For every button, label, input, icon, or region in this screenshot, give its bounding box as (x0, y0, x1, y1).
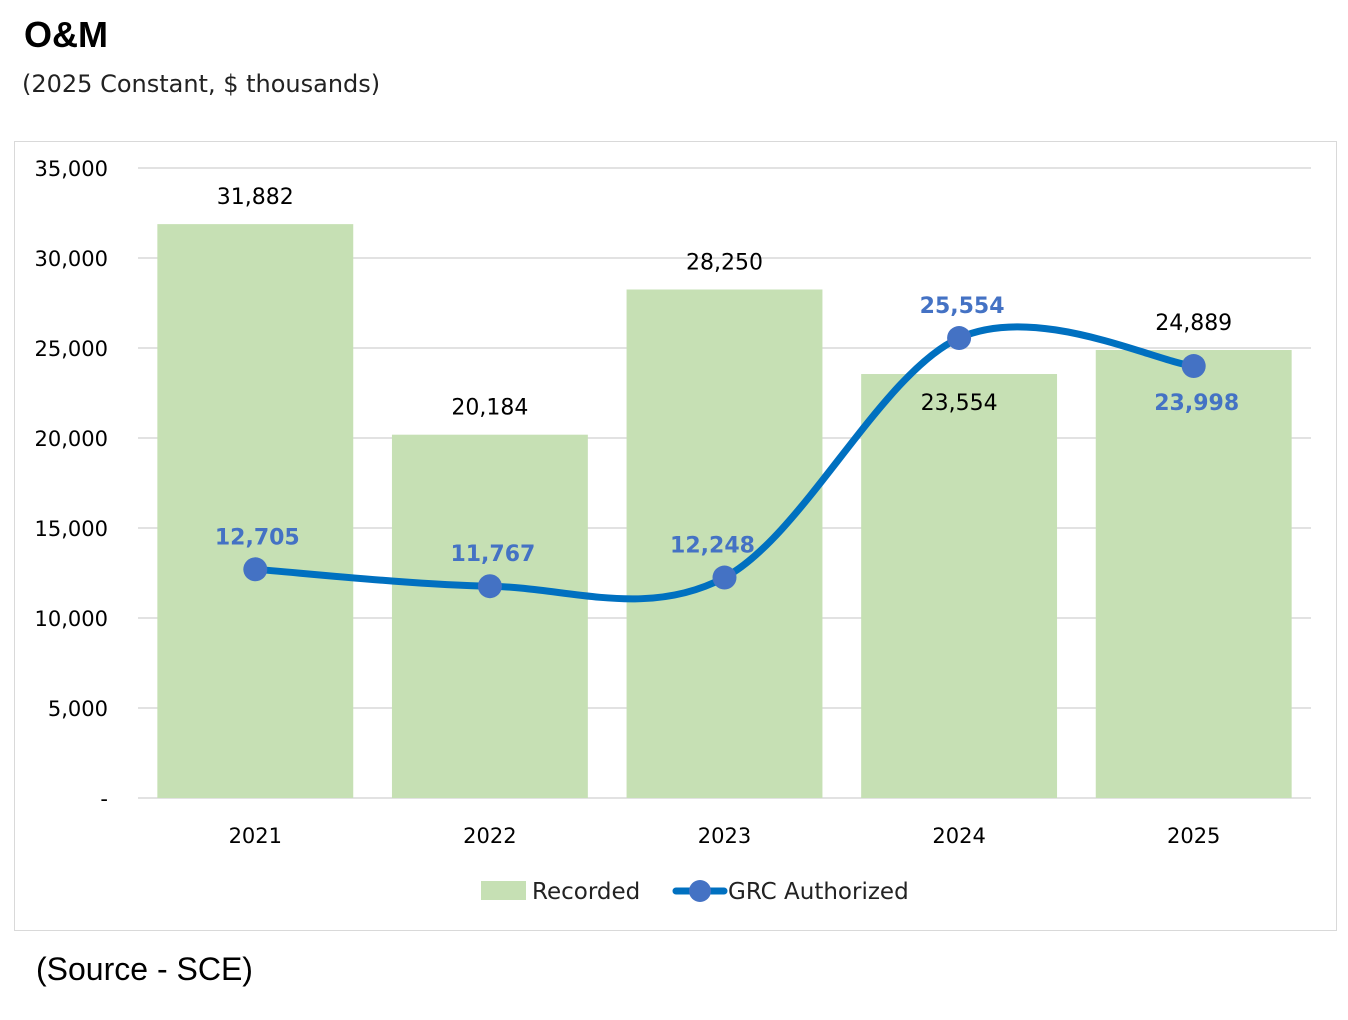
bar-recorded-2025 (1095, 349, 1292, 798)
y-tick-label: 35,000 (35, 157, 108, 181)
grc-marker-2024 (947, 326, 972, 351)
bar-recorded-2021 (157, 224, 354, 798)
bar-label-2021: 31,882 (217, 185, 294, 210)
grc-marker-2023 (712, 565, 737, 590)
recorded-bar-labels: 31,882 20,184 28,250 23,554 24,889 (217, 185, 1232, 421)
chart-frame (14, 141, 1337, 931)
y-tick-label: 30,000 (35, 247, 108, 271)
x-tick-label: 2024 (932, 824, 985, 848)
y-tick-label: 25,000 (35, 337, 108, 361)
x-tick-label: 2021 (229, 824, 282, 848)
legend: Recorded GRC Authorized (481, 879, 909, 905)
grc-authorized-labels: 12,705 11,767 12,248 25,554 23,998 (215, 294, 1239, 567)
bar-recorded-2023 (626, 289, 823, 798)
bar-label-2025: 24,889 (1155, 311, 1232, 336)
chart-subtitle: (2025 Constant, $ thousands) (22, 70, 381, 98)
grc-marker-2021 (243, 557, 268, 582)
line-label-2021: 12,705 (215, 525, 300, 550)
legend-label-grc: GRC Authorized (728, 879, 909, 905)
bar-label-2022: 20,184 (451, 396, 528, 421)
bar-recorded-2024 (861, 374, 1058, 798)
y-axis-ticks: - 5,000 10,000 15,000 20,000 25,000 30,000 35,0… (35, 157, 108, 811)
bar-label-2024: 23,554 (921, 391, 998, 416)
x-tick-label: 2023 (698, 824, 751, 848)
grc-marker-2022 (477, 574, 502, 599)
line-label-2025: 23,998 (1154, 391, 1239, 416)
chart-title: O&M (24, 14, 108, 55)
y-tick-label: 20,000 (35, 427, 108, 451)
line-label-2023: 12,248 (670, 534, 755, 559)
legend-label-recorded: Recorded (532, 879, 640, 905)
x-tick-label: 2022 (463, 824, 516, 848)
grc-marker-2025 (1181, 354, 1206, 379)
source-note: (Source - SCE) (36, 951, 253, 987)
legend-marker-grc (689, 880, 711, 902)
recorded-bars (157, 224, 1292, 798)
grc-authorized-path (251, 323, 1198, 603)
y-tick-label: 5,000 (48, 697, 108, 721)
y-tick-label: 10,000 (35, 607, 108, 631)
grc-authorized-line (243, 323, 1206, 603)
legend-swatch-recorded (481, 881, 526, 900)
line-label-2022: 11,767 (450, 542, 535, 567)
bar-recorded-2022 (391, 434, 588, 798)
line-label-2024: 25,554 (920, 294, 1005, 319)
bar-label-2023: 28,250 (686, 251, 763, 276)
y-tick-label: 15,000 (35, 517, 108, 541)
y-tick-label: - (100, 787, 108, 811)
x-axis-ticks: 2021 2022 2023 2024 2025 (229, 824, 1221, 848)
x-tick-label: 2025 (1167, 824, 1220, 848)
